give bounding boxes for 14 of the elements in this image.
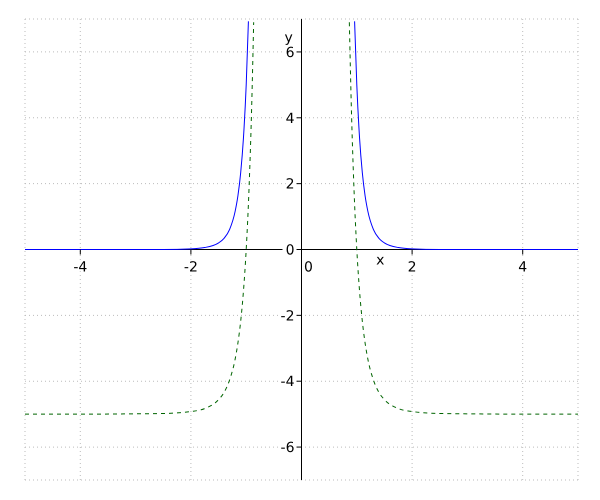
y-axis-title: y xyxy=(284,30,293,46)
x-tick-label: 2 xyxy=(408,260,417,276)
y-tick-label: -2 xyxy=(280,308,294,324)
y-tick-label: 4 xyxy=(286,110,295,127)
x-tick-label: 4 xyxy=(518,260,528,276)
x-axis-title: x xyxy=(376,252,384,268)
x-tick-label: -2 xyxy=(184,260,198,276)
y-tick-label: 6 xyxy=(286,44,295,61)
y-tick-label: 0 xyxy=(286,242,294,258)
x-tick-label: -4 xyxy=(73,260,88,276)
y-tick-label: 2 xyxy=(286,176,294,193)
x-tick-label: 0 xyxy=(304,260,313,276)
y-tick-label: -4 xyxy=(280,374,295,390)
y-tick-label: -6 xyxy=(280,440,295,456)
